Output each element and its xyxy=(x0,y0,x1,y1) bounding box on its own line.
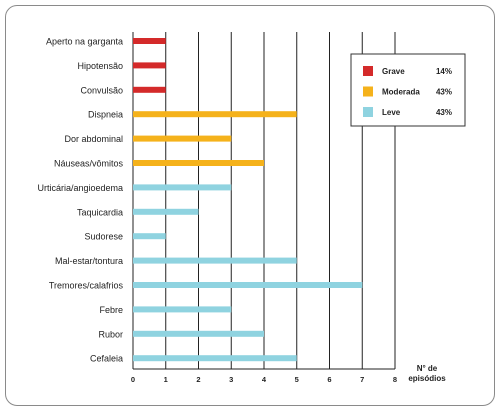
category-label: Febre xyxy=(99,305,123,315)
bar xyxy=(133,135,232,142)
bar xyxy=(133,86,166,93)
legend-label: Grave xyxy=(382,67,405,76)
category-label: Dispneia xyxy=(88,110,123,120)
category-label: Cefaleia xyxy=(90,354,123,364)
category-label: Hipotensão xyxy=(77,61,123,71)
x-tick-label: 2 xyxy=(196,375,200,384)
bar xyxy=(133,184,232,191)
bar xyxy=(133,208,199,215)
x-tick-label: 8 xyxy=(393,375,397,384)
category-label: Convulsão xyxy=(80,85,123,95)
legend-label: Leve xyxy=(382,108,401,117)
bar xyxy=(133,355,297,362)
legend-swatch xyxy=(363,66,373,76)
x-axis-title: episódios xyxy=(408,374,446,383)
bar xyxy=(133,38,166,44)
bar xyxy=(133,111,297,118)
x-tick-label: 0 xyxy=(131,375,135,384)
bar xyxy=(133,62,166,69)
x-tick-label: 5 xyxy=(295,375,299,384)
x-tick-label: 6 xyxy=(327,375,331,384)
category-label: Sudorese xyxy=(84,232,123,242)
x-tick-label: 1 xyxy=(164,375,168,384)
x-tick-label: 3 xyxy=(229,375,233,384)
bar xyxy=(133,282,363,288)
legend-percent: 43% xyxy=(436,88,452,97)
category-label: Rubor xyxy=(98,329,123,339)
category-label: Náuseas/vômitos xyxy=(54,159,124,169)
category-label: Tremores/calafrios xyxy=(49,281,124,291)
x-tick-label: 4 xyxy=(262,375,267,384)
bar xyxy=(133,233,166,240)
legend-percent: 14% xyxy=(436,67,452,76)
x-axis-title: N° de xyxy=(417,364,438,373)
bar xyxy=(133,257,297,264)
legend-swatch xyxy=(363,107,373,117)
legend-swatch xyxy=(363,86,373,97)
bar xyxy=(133,160,264,166)
legend-percent: 43% xyxy=(436,108,452,117)
legend-label: Moderada xyxy=(382,88,420,97)
bar xyxy=(133,330,264,337)
category-label: Taquicardia xyxy=(77,207,123,217)
category-label: Dor abdominal xyxy=(64,134,123,144)
chart-frame xyxy=(5,5,495,406)
category-label: Mal-estar/tontura xyxy=(55,256,123,266)
bar xyxy=(133,306,232,313)
x-tick-label: 7 xyxy=(360,375,364,384)
category-label: Urticária/angioedema xyxy=(37,183,123,193)
category-label: Aperto na garganta xyxy=(46,37,123,47)
